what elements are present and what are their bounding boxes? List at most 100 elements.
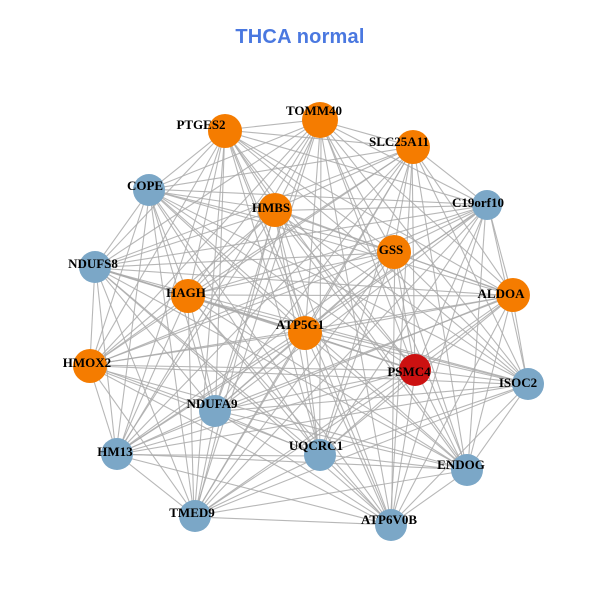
graph-edge	[274, 146, 414, 210]
graph-edge	[213, 409, 391, 525]
graph-edge	[90, 204, 488, 367]
graph-edge	[394, 252, 416, 370]
graph-edge	[195, 384, 529, 518]
graph-edge	[195, 455, 322, 517]
graph-edge	[95, 266, 320, 457]
graph-edge	[115, 294, 189, 456]
node-circle[interactable]	[472, 190, 502, 220]
node-circle[interactable]	[399, 354, 431, 386]
graph-edge	[194, 411, 217, 517]
graph-edge	[95, 119, 321, 269]
node-circle[interactable]	[101, 438, 133, 470]
graph-edge	[90, 190, 149, 367]
graph-edge	[89, 364, 415, 372]
graph-node-hagh[interactable]: HAGH	[166, 279, 206, 313]
node-label: TOMM40	[286, 103, 342, 118]
graph-edge	[188, 296, 528, 385]
graph-edge	[116, 331, 306, 454]
graph-node-ndufa9[interactable]: NDUFA9	[186, 395, 238, 427]
graph-edge	[414, 205, 488, 372]
graph-edge	[319, 119, 322, 456]
graph-edge	[213, 119, 320, 412]
graph-node-cope[interactable]: COPE	[127, 174, 165, 206]
graph-edge	[88, 296, 188, 368]
graph-node-endog[interactable]: ENDOG	[437, 454, 485, 486]
graph-node-ptges2[interactable]: PTGES2	[176, 114, 242, 148]
graph-edge	[224, 130, 529, 386]
graph-node-slc25a11[interactable]: SLC25A11	[369, 130, 430, 164]
node-layer: PTGES2 TOMM40 SLC25A11 COPE HMBS C19orf10 GSS N…	[63, 102, 544, 541]
graph-node-psmc4[interactable]: PSMC4	[387, 354, 431, 386]
graph-edge	[95, 267, 392, 525]
graph-edge	[115, 189, 151, 454]
graph-node-hm13[interactable]: HM13	[97, 438, 133, 470]
graph-edge	[320, 120, 415, 371]
node-circle[interactable]	[304, 439, 336, 471]
graph-edge	[394, 251, 530, 384]
page-title: THCA normal	[235, 26, 365, 48]
graph-edge	[319, 369, 417, 456]
node-label: HMBS	[252, 200, 290, 215]
node-label: GSS	[379, 242, 404, 257]
node-circle[interactable]	[288, 316, 322, 350]
node-circle[interactable]	[73, 349, 107, 383]
node-circle[interactable]	[79, 251, 111, 283]
graph-edge	[273, 209, 467, 471]
graph-edge	[467, 204, 487, 470]
graph-node-gss[interactable]: GSS	[377, 235, 411, 269]
node-circle[interactable]	[396, 130, 430, 164]
node-circle[interactable]	[377, 235, 411, 269]
node-circle[interactable]	[302, 102, 338, 138]
graph-node-ndufs8[interactable]: NDUFS8	[68, 251, 118, 283]
graph-edge	[224, 130, 469, 471]
graph-edge	[225, 130, 395, 254]
graph-edge	[392, 250, 468, 471]
graph-edge	[90, 118, 320, 368]
graph-node-tmed9[interactable]: TMED9	[169, 500, 215, 532]
graph-node-hmox2[interactable]: HMOX2	[63, 349, 111, 383]
graph-edge	[187, 250, 395, 296]
graph-edge	[90, 251, 396, 366]
node-circle[interactable]	[171, 279, 205, 313]
graph-edge	[117, 453, 467, 471]
graph-edge	[148, 189, 392, 525]
graph-node-uqcrc1[interactable]: UQCRC1	[289, 438, 343, 471]
graph-edge	[117, 409, 216, 455]
graph-edge	[147, 189, 320, 456]
node-circle[interactable]	[133, 174, 165, 206]
node-label: PTGES2	[176, 117, 225, 132]
graph-edge	[214, 410, 321, 457]
graph-edge	[214, 383, 527, 413]
graph-edge	[415, 295, 514, 371]
node-circle[interactable]	[375, 509, 407, 541]
graph-node-tomm40[interactable]: TOMM40	[286, 102, 342, 138]
graph-edge	[320, 251, 395, 456]
node-circle[interactable]	[179, 500, 211, 532]
graph-node-isoc2[interactable]: ISOC2	[499, 368, 544, 400]
graph-edge	[95, 146, 413, 268]
graph-edge	[89, 365, 391, 527]
graph-node-aldoa[interactable]: ALDOA	[478, 278, 530, 312]
graph-node-c19orf10[interactable]: C19orf10	[452, 190, 504, 220]
graph-edge	[214, 130, 226, 411]
node-circle[interactable]	[208, 114, 242, 148]
graph-edge	[304, 332, 391, 527]
node-circle[interactable]	[496, 278, 530, 312]
graph-edge	[193, 130, 226, 517]
node-label: HMOX2	[63, 355, 111, 370]
graph-edge	[304, 120, 322, 334]
graph-edge	[466, 383, 529, 472]
node-circle[interactable]	[199, 395, 231, 427]
graph-edge	[188, 205, 487, 297]
graph-edge	[393, 205, 488, 252]
node-circle[interactable]	[451, 454, 483, 486]
node-circle[interactable]	[258, 193, 292, 227]
graph-node-atp5g1[interactable]: ATP5G1	[276, 316, 324, 350]
node-circle[interactable]	[512, 368, 544, 400]
graph-edge	[148, 188, 514, 296]
graph-edge	[147, 190, 190, 297]
graph-edge	[391, 382, 530, 525]
graph-node-hmbs[interactable]: HMBS	[252, 193, 292, 227]
graph-node-atp6v0b[interactable]: ATP6V0B	[361, 509, 417, 541]
